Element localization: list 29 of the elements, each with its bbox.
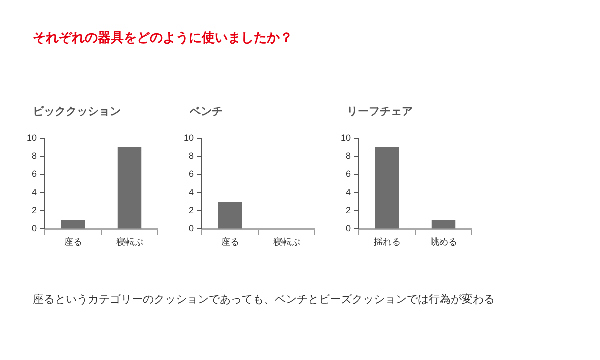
chart-title: ビッククッション [33, 104, 121, 119]
text: それぞれの器具をどのように使いましたか？ [33, 30, 293, 47]
y-tick-label: 6 [188, 169, 194, 180]
text: 座るというカテゴリーのクッションであっても、ベンチとビーズクッションでは行為が変わる [33, 292, 495, 307]
y-tick-label: 10 [26, 132, 38, 143]
y-tick-label: 4 [188, 187, 194, 198]
y-tick-label: 6 [346, 169, 352, 180]
x-tick-label: 寝転ぶ [116, 236, 144, 248]
y-tick-label: 2 [32, 206, 38, 216]
chart-title: ベンチ [190, 104, 223, 119]
y-tick-label: 4 [32, 187, 38, 198]
x-tick-label: 眺める [430, 236, 458, 248]
y-tick-label: 4 [346, 187, 352, 198]
y-tick-label: 2 [346, 206, 352, 216]
y-tick-label: 10 [340, 132, 352, 143]
y-tick-label: 10 [184, 132, 194, 143]
x-tick-label: 揺れる [374, 236, 401, 248]
y-tick-label: 2 [188, 206, 194, 216]
y-tick-label: 0 [188, 224, 194, 234]
y-tick-label: 8 [346, 151, 352, 162]
y-tick-label: 0 [32, 224, 38, 234]
x-tick-label: 座る [64, 236, 82, 248]
y-tick-label: 6 [32, 169, 38, 180]
y-tick-label: 8 [188, 151, 194, 162]
chart-title: リーフチェア [347, 104, 413, 119]
y-tick-label: 0 [346, 224, 352, 234]
x-tick-label: 座る [221, 236, 240, 248]
x-tick-label: 寝転ぶ [273, 236, 300, 248]
y-tick-label: 8 [32, 151, 38, 162]
